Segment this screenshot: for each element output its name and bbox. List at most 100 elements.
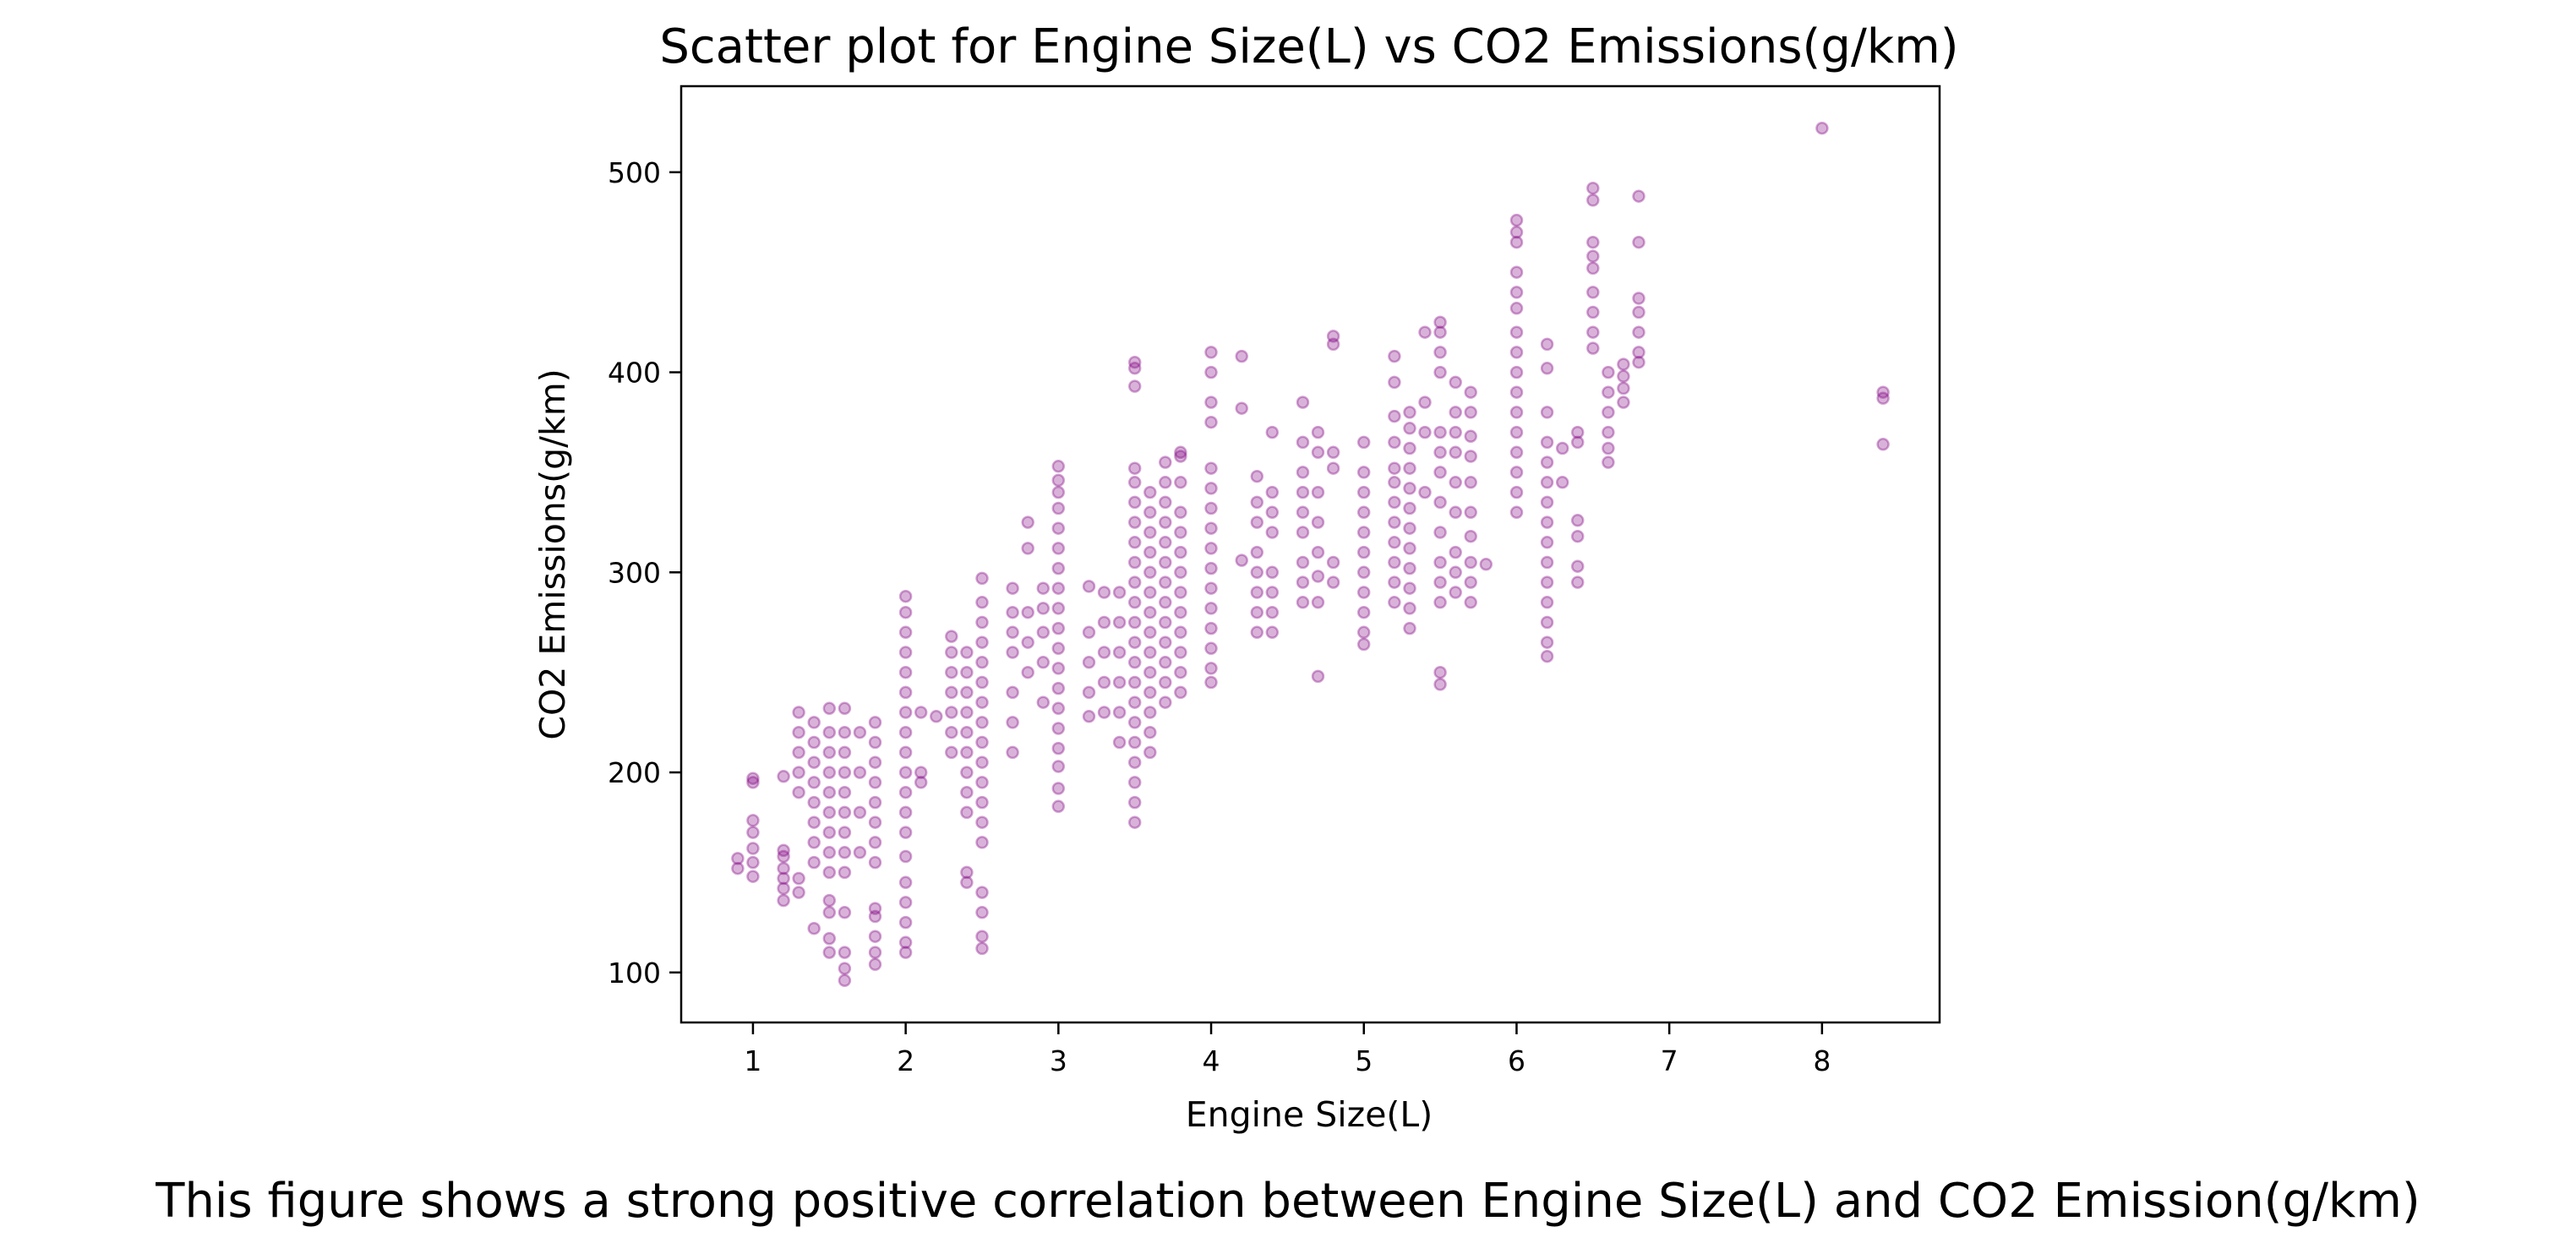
data-point (1388, 495, 1401, 510)
data-point (1586, 341, 1600, 355)
data-point (838, 725, 852, 739)
data-point (1311, 445, 1325, 460)
data-point (792, 871, 805, 886)
data-point (1403, 406, 1416, 419)
data-point (1509, 466, 1524, 479)
data-point (838, 745, 852, 760)
data-point (1127, 536, 1142, 549)
data-point (1159, 515, 1172, 529)
data-point (1112, 615, 1127, 630)
data-point (853, 805, 867, 820)
data-point (1403, 441, 1416, 455)
data-point (1311, 515, 1325, 529)
data-point (1540, 495, 1554, 510)
data-point (1311, 485, 1325, 499)
data-point (1036, 581, 1051, 595)
data-point (1296, 435, 1310, 450)
data-point (1602, 441, 1615, 455)
data-point (1509, 385, 1524, 399)
data-point (1586, 249, 1600, 263)
data-point (1051, 501, 1066, 515)
data-point (1265, 605, 1280, 619)
data-point (975, 635, 989, 649)
data-point (1570, 435, 1585, 450)
data-point (868, 855, 882, 870)
data-point (1464, 385, 1477, 399)
data-point (1265, 565, 1280, 580)
data-point (838, 701, 852, 716)
data-point (1082, 710, 1096, 723)
y-tick-label: 400 (608, 357, 661, 390)
data-point (1127, 735, 1142, 750)
data-point (1356, 466, 1371, 479)
data-point (1540, 596, 1554, 609)
data-point (1388, 375, 1401, 390)
data-point (1127, 379, 1142, 393)
data-point (898, 589, 913, 603)
data-point (1082, 625, 1096, 640)
data-point (1388, 461, 1401, 475)
data-point (1464, 575, 1477, 589)
data-point (1356, 545, 1371, 559)
data-point (1143, 545, 1157, 559)
data-point (1418, 485, 1432, 499)
data-point (975, 776, 989, 789)
data-point (1021, 665, 1034, 679)
data-point (1296, 485, 1310, 499)
data-point (1876, 391, 1890, 406)
data-point (1235, 553, 1248, 567)
data-point (868, 735, 882, 750)
data-point (1143, 485, 1157, 499)
data-point (1464, 450, 1477, 463)
data-point (807, 836, 821, 849)
data-point (1051, 561, 1066, 575)
data-point (853, 725, 867, 739)
data-point (1127, 815, 1142, 829)
data-point (1540, 455, 1554, 469)
x-tick-label: 8 (1813, 1044, 1831, 1077)
data-point (1586, 286, 1600, 299)
data-point (1509, 445, 1524, 460)
data-point (1097, 706, 1111, 719)
data-point (975, 906, 989, 919)
data-point (898, 625, 913, 640)
data-point (975, 755, 989, 769)
data-point (746, 814, 760, 827)
data-point (1021, 542, 1034, 555)
data-point (1051, 741, 1066, 755)
data-point (898, 915, 913, 930)
data-point (1159, 596, 1172, 609)
data-point (1159, 575, 1172, 589)
data-point (1540, 536, 1554, 549)
data-point (1418, 325, 1432, 339)
data-point (1097, 675, 1111, 690)
data-point (1311, 596, 1325, 609)
data-point (1143, 565, 1157, 580)
data-point (731, 861, 745, 875)
data-point (1632, 305, 1645, 319)
y-tick-label: 100 (608, 957, 661, 990)
data-point (1449, 476, 1462, 489)
data-point (1464, 429, 1477, 444)
data-point (1174, 646, 1187, 659)
data-point (1311, 545, 1325, 559)
data-point (1159, 635, 1172, 649)
data-point (1311, 570, 1325, 583)
data-point (822, 701, 837, 716)
data-point (1265, 505, 1280, 520)
data-point (807, 795, 821, 810)
data-point (975, 930, 989, 943)
data-point (1403, 461, 1416, 475)
data-point (1433, 425, 1447, 439)
data-point (1051, 782, 1066, 795)
data-point (1388, 349, 1401, 363)
data-point (1509, 425, 1524, 439)
data-point (1464, 596, 1477, 609)
data-point (1204, 415, 1218, 429)
data-point (1433, 526, 1447, 539)
data-point (1433, 466, 1447, 479)
data-point (1326, 445, 1340, 460)
data-point (777, 861, 790, 875)
data-point (1388, 409, 1401, 423)
